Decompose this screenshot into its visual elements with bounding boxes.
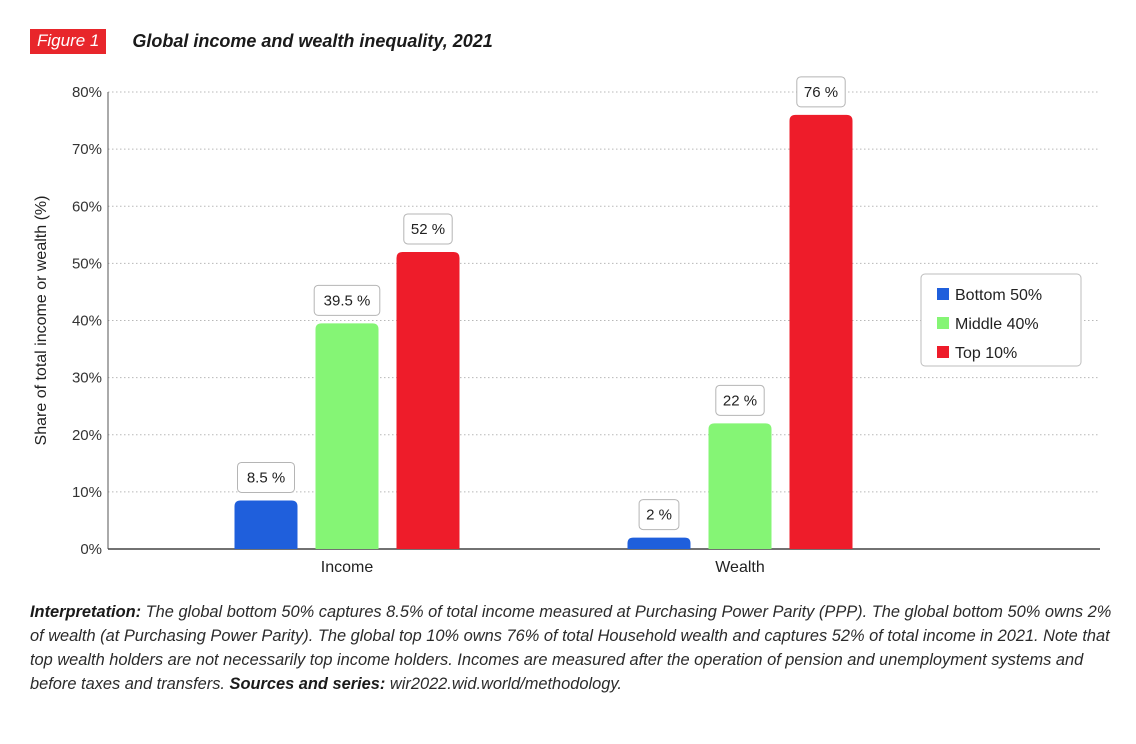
- legend-label: Top 10%: [955, 345, 1017, 362]
- data-label-box: [715, 384, 765, 416]
- data-label-box: [313, 284, 381, 316]
- data-label-box: [237, 461, 295, 493]
- y-tick-label: 20%: [72, 427, 102, 444]
- data-label: 8.5 %: [247, 469, 285, 486]
- data-label: 76 %: [804, 84, 838, 101]
- data-label: 39.5 %: [324, 292, 371, 309]
- figure-title: Global income and wealth inequality, 202…: [132, 30, 493, 51]
- legend-label: Bottom 50%: [955, 287, 1042, 304]
- bar: [396, 251, 460, 549]
- x-category-label: Wealth: [715, 559, 765, 576]
- data-label: 52 %: [411, 221, 445, 238]
- bar: [789, 114, 853, 549]
- x-category-label: Income: [321, 559, 374, 576]
- legend-swatch: [937, 288, 949, 300]
- interpretation-text: The global bottom 50% captures 8.5% of t…: [30, 603, 1112, 693]
- data-label: 2 %: [646, 507, 672, 524]
- figure-header: Figure 1 Global income and wealth inequa…: [30, 28, 493, 54]
- legend-swatch: [937, 317, 949, 329]
- sources-text: wir2022.wid.world/methodology.: [385, 675, 622, 693]
- bar-chart: 0% 10% 20% 30% 40% 50% 60% 70% 80% Share of total…: [33, 76, 1100, 576]
- sources-label: Sources and series:: [229, 675, 386, 693]
- interpretation-note: Interpretation: The global bottom 50% ca…: [30, 600, 1120, 696]
- data-label: 22 %: [723, 392, 757, 409]
- data-label-box: [638, 499, 680, 531]
- y-tick-label: 30%: [72, 370, 102, 387]
- data-label-box: [403, 213, 453, 245]
- legend-box: [920, 273, 1082, 367]
- bar: [627, 537, 691, 549]
- y-tick-label: 80%: [72, 84, 102, 101]
- figure-badge: Figure 1: [30, 28, 107, 54]
- bar: [315, 323, 379, 549]
- y-tick-label: 40%: [72, 313, 102, 330]
- legend-label: Middle 40%: [955, 316, 1039, 333]
- y-tick-label: 70%: [72, 141, 102, 158]
- bar: [708, 423, 772, 549]
- y-tick-label: 0%: [80, 541, 102, 558]
- data-label-box: [796, 76, 846, 108]
- interpretation-label: Interpretation:: [30, 603, 142, 621]
- bar: [234, 500, 298, 549]
- legend-swatch: [937, 346, 949, 358]
- y-tick-label: 50%: [72, 255, 102, 272]
- y-axis-label: Share of total income or wealth (%): [33, 196, 50, 446]
- y-tick-label: 60%: [72, 198, 102, 215]
- y-tick-label: 10%: [72, 484, 102, 501]
